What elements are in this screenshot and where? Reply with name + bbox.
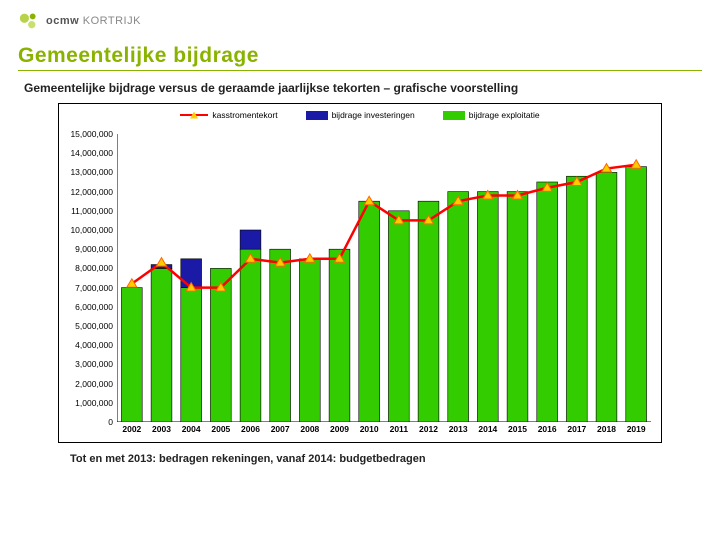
legend-item: bijdrage investeringen: [306, 110, 415, 120]
plot-area: [117, 134, 651, 422]
logo-label-light: KORTRIJK: [83, 15, 141, 27]
x-axis-labels: 2002200320042005200620072008200920102011…: [117, 424, 651, 438]
logo-text: ocmw KORTRIJK: [46, 15, 141, 27]
legend-item: bijdrage exploitatie: [443, 110, 540, 120]
chart-frame: kasstromentekort bijdrage investeringen bi…: [58, 103, 662, 443]
y-axis-labels: 01,000,0002,000,0003,000,0004,000,0005,0…: [59, 134, 115, 422]
title-rule: [18, 70, 702, 71]
page-title: Gemeentelijke bijdrage: [18, 44, 702, 68]
logo-label-bold: ocmw: [46, 15, 79, 27]
chart-svg: [117, 134, 651, 422]
chart-subtitle: Gemeentelijke bijdrage versus de geraamd…: [24, 81, 696, 95]
logo-row: ocmw KORTRIJK: [0, 0, 720, 36]
legend: kasstromentekort bijdrage investeringen bi…: [59, 110, 661, 120]
legend-item: kasstromentekort: [180, 110, 277, 120]
footnote: Tot en met 2013: bedragen rekeningen, va…: [70, 453, 720, 465]
logo-icon: [18, 10, 40, 32]
